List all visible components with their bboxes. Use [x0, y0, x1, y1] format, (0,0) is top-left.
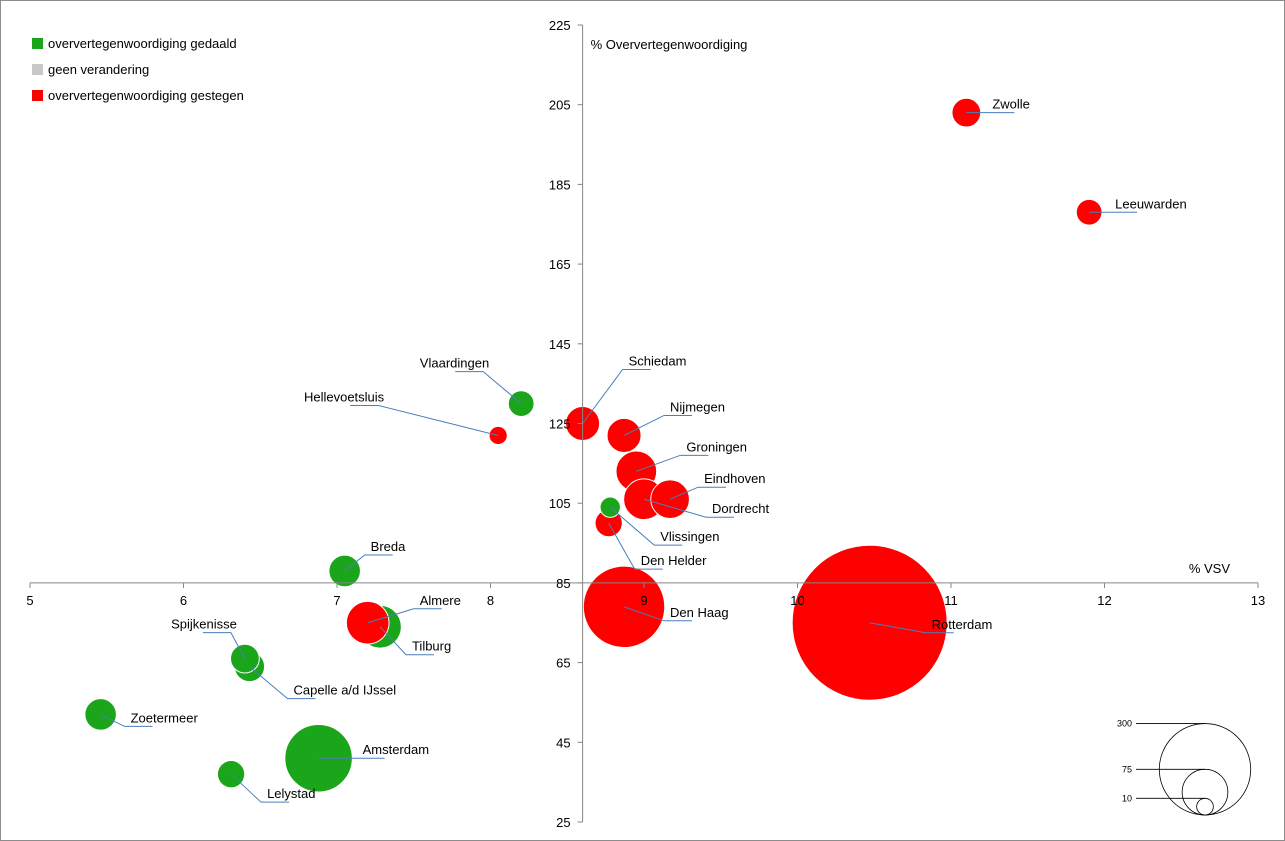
data-label: Leeuwarden: [1115, 196, 1187, 211]
leader-line: [350, 404, 499, 436]
leader-line: [623, 414, 693, 436]
y-tick-label: 205: [549, 98, 571, 113]
y-tick-label: 25: [556, 815, 570, 830]
size-legend-label: 10: [1122, 793, 1132, 803]
leader-line: [455, 371, 522, 404]
data-labels: Zwolle Leeuwarden Vlaardingen Hellevoetslui…: [100, 97, 1187, 803]
y-tick-label: 105: [549, 496, 571, 511]
leader-line: [609, 506, 683, 546]
y-tick-label: 125: [549, 417, 571, 432]
legend-label: oververtegenwoordiging gedaald: [48, 36, 237, 51]
data-label: Zwolle: [992, 97, 1030, 112]
x-tick-label: 12: [1097, 593, 1111, 608]
leader-line: [100, 713, 153, 727]
data-label: Den Haag: [670, 605, 729, 620]
x-tick-label: 5: [26, 593, 33, 608]
data-label: Hellevoetsluis: [304, 389, 385, 404]
leader-line: [608, 522, 663, 570]
data-label: Vlissingen: [660, 529, 719, 544]
y-tick-label: 65: [556, 656, 570, 671]
leader-line: [623, 606, 693, 622]
data-label: Zoetermeer: [131, 710, 199, 725]
x-axis-title: % VSV: [1189, 561, 1231, 576]
leader-line: [669, 486, 727, 500]
x-tick-label: 13: [1251, 593, 1265, 608]
leader-line: [636, 454, 709, 472]
data-label: Vlaardingen: [420, 356, 489, 371]
size-legend: 300 75 10: [1117, 719, 1252, 816]
data-label: Capelle a/d IJssel: [294, 683, 397, 698]
leader-line: [643, 498, 734, 518]
y-tick-label: 225: [549, 18, 571, 33]
x-tick-label: 8: [487, 593, 494, 608]
y-tick-label: 45: [556, 735, 570, 750]
size-legend-circle: [1181, 768, 1229, 816]
data-label: Spijkenisse: [171, 617, 237, 632]
data-label: Almere: [420, 593, 461, 608]
y-tick-label: 165: [549, 257, 571, 272]
data-label: Groningen: [686, 439, 747, 454]
leader-line: [582, 369, 651, 424]
data-label: Tilburg: [412, 639, 451, 654]
x-tick-label: 6: [180, 593, 187, 608]
y-tick-label: 185: [549, 177, 571, 192]
legend-label: oververtegenwoordiging gestegen: [48, 88, 244, 103]
leader-line: [344, 554, 393, 572]
leader-line: [379, 626, 434, 656]
x-tick-label: 7: [333, 593, 340, 608]
x-tick-label: 11: [944, 593, 958, 608]
legend-swatch: [32, 90, 43, 101]
leader-line: [202, 632, 246, 659]
data-label: Eindhoven: [704, 471, 765, 486]
leader-line: [367, 608, 442, 624]
y-tick-label: 145: [549, 337, 571, 352]
legend-swatch: [32, 64, 43, 75]
leader-line: [230, 773, 290, 803]
data-label: Lelystad: [267, 786, 315, 801]
x-tick-label: 10: [790, 593, 804, 608]
data-label: Breda: [371, 539, 406, 554]
y-tick-label: 85: [556, 576, 570, 591]
legend: oververtegenwoordiging gedaald geen veran…: [32, 36, 244, 103]
size-legend-label: 300: [1117, 719, 1132, 729]
data-label: Rotterdam: [932, 617, 993, 632]
size-legend-circle: [1196, 797, 1214, 816]
leader-line: [249, 666, 316, 700]
data-label: Schiedam: [629, 354, 687, 369]
x-tick-label: 9: [640, 593, 647, 608]
legend-swatch: [32, 38, 43, 49]
y-axis-title: % Oververtegenwoordiging: [591, 37, 748, 52]
size-legend-label: 75: [1122, 764, 1132, 774]
data-label: Nijmegen: [670, 399, 725, 414]
data-label: Amsterdam: [363, 742, 429, 757]
data-label: Dordrecht: [712, 501, 769, 516]
bubbles: [84, 97, 1103, 793]
axes: 5 6 7 8 9 10 11 12 13 25 45 65 85 105 125 145 165 185 205 2…: [26, 18, 1265, 830]
legend-label: geen verandering: [48, 62, 149, 77]
data-label: Den Helder: [641, 553, 707, 568]
leader-line: [869, 622, 954, 634]
